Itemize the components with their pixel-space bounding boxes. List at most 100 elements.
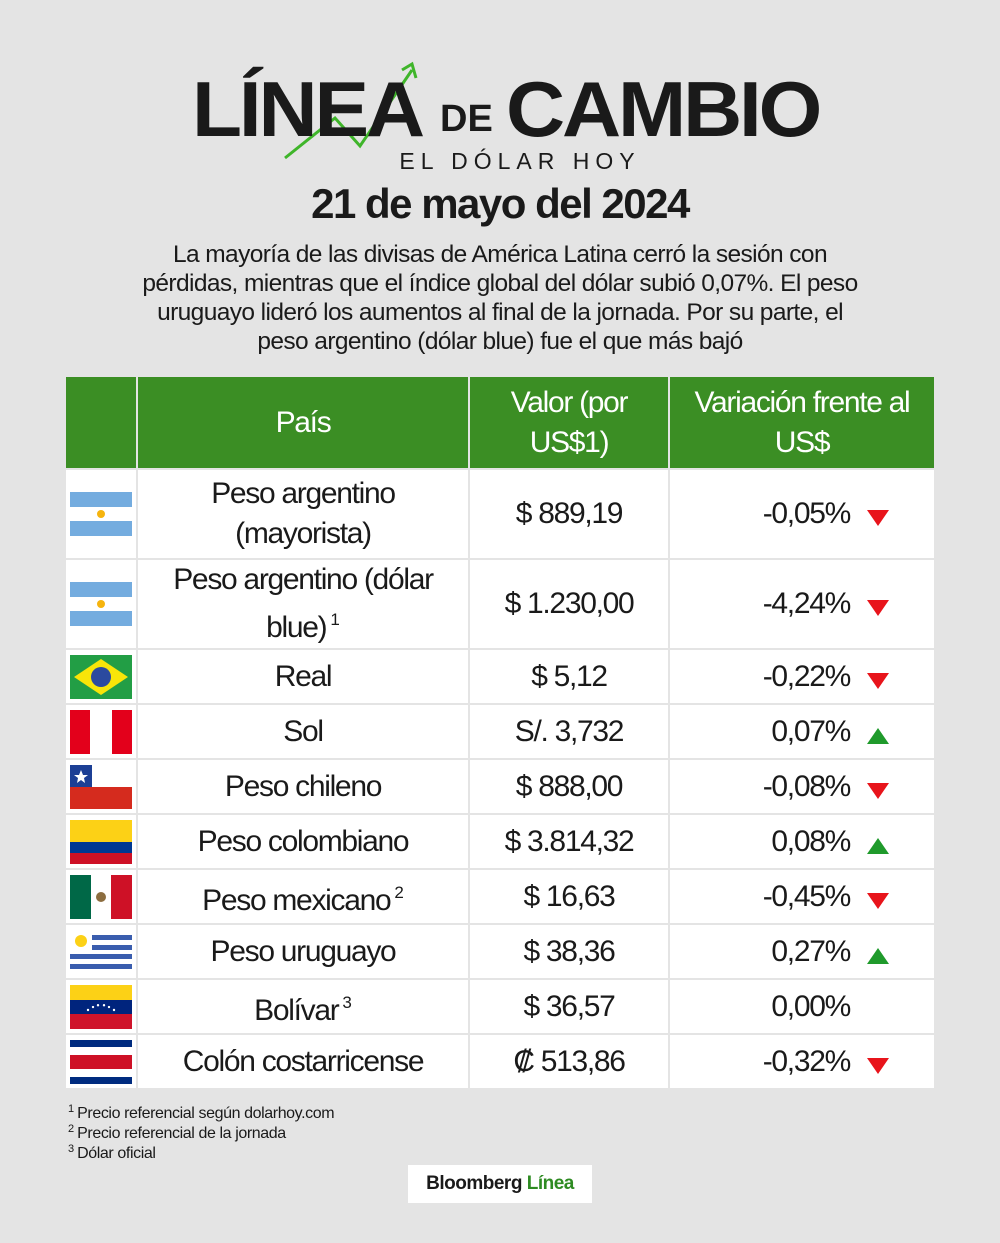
country-cell: Peso chileno <box>138 760 468 813</box>
footnote-mark: 1 <box>68 1103 75 1115</box>
flag <box>70 929 132 974</box>
flag <box>70 582 132 626</box>
trend-arrow <box>867 600 889 616</box>
trend-line-icon <box>284 61 418 160</box>
change-cell: 0,08% <box>670 815 934 868</box>
trend-arrow <box>867 510 889 526</box>
value: $ 1.230,00 <box>504 587 635 620</box>
intro: La mayoría de las divisas de América Lat… <box>142 241 858 355</box>
currency-name-text: Peso argentino (dólar blue) <box>173 563 434 644</box>
value: $ 3.814,32 <box>504 824 635 858</box>
currency-name: Colón costarricense <box>182 1042 425 1082</box>
title: LÍNEA <box>192 65 425 153</box>
trend-arrow <box>867 672 889 689</box>
country-cell: Peso argentino (mayorista) <box>138 470 468 558</box>
footnote-text: Precio referencial según dolarhoy.com <box>77 1105 335 1122</box>
currency-name: Peso chileno <box>224 767 382 807</box>
flag-cell <box>66 815 136 868</box>
country-cell: Real <box>138 650 468 703</box>
value-cell: S/. 3,732 <box>470 705 668 758</box>
value-cell: $ 36,57 <box>470 980 668 1033</box>
trend-arrow <box>867 892 889 909</box>
country-cell: Sol <box>138 705 468 758</box>
currency-name: Peso colombiano <box>198 822 410 862</box>
value-cell: $ 1.230,00 <box>470 560 668 648</box>
flag <box>70 654 132 699</box>
currency-name-text: Peso uruguayo <box>210 934 397 968</box>
currency-name-text: Peso chileno <box>224 769 382 803</box>
flag <box>70 1039 132 1084</box>
footnote-mark: 3 <box>342 992 352 1012</box>
footnote: 3 Dólar oficial <box>68 1143 156 1163</box>
value: $ 889,19 <box>515 497 624 530</box>
change: -4,24% <box>762 587 852 620</box>
change: -0,05% <box>762 497 852 530</box>
change-cell: -0,32% <box>670 1035 934 1088</box>
change-cell: 0,27% <box>670 925 934 978</box>
column-header: Variación frente al US$ <box>670 377 934 468</box>
flag-cell <box>66 1035 136 1088</box>
currency-name: Peso uruguayo <box>210 932 397 972</box>
value-cell: $ 16,63 <box>470 870 668 923</box>
title: DE <box>440 98 493 140</box>
change: -0,22% <box>762 659 852 693</box>
change-cell: -0,22% <box>670 650 934 703</box>
trend-arrow <box>867 1057 889 1074</box>
value-cell: $ 888,00 <box>470 760 668 813</box>
currency-name-text: Colón costarricense <box>182 1044 425 1078</box>
country-cell: Peso colombiano <box>138 815 468 868</box>
logo: Bloomberg Línea <box>408 1165 592 1203</box>
flag <box>70 874 132 919</box>
value: $ 888,00 <box>515 769 624 803</box>
flag-cell <box>66 470 136 558</box>
footnote-mark: 2 <box>68 1123 75 1135</box>
value: $ 38,36 <box>523 934 616 968</box>
trend-arrow <box>867 782 889 799</box>
column-header: País <box>138 377 468 468</box>
change: -0,45% <box>762 879 852 913</box>
change: -0,32% <box>762 1044 852 1078</box>
trend-arrow <box>867 837 889 854</box>
change: 0,00% <box>771 989 851 1023</box>
currency-name-text: Peso mexicano <box>202 883 392 917</box>
value-cell: $ 38,36 <box>470 925 668 978</box>
footnote-mark: 2 <box>394 882 404 902</box>
trend-arrow <box>867 727 889 744</box>
footnote-text: Dólar oficial <box>77 1145 156 1162</box>
currency-name: Peso argentino (mayorista) <box>150 474 456 554</box>
value-cell: ₡ 513,86 <box>470 1035 668 1088</box>
flag <box>70 764 132 809</box>
header-cell <box>66 377 136 468</box>
change-cell: -0,45% <box>670 870 934 923</box>
country-cell: Colón costarricense <box>138 1035 468 1088</box>
footnote: 2 Precio referencial de la jornada <box>68 1123 286 1143</box>
value-cell: $ 3.814,32 <box>470 815 668 868</box>
value: S/. 3,732 <box>514 714 625 748</box>
date: 21 de mayo del 2024 <box>311 180 690 227</box>
value-cell: $ 889,19 <box>470 470 668 558</box>
flag-cell <box>66 650 136 703</box>
trend-arrow <box>867 947 889 964</box>
change: -0,08% <box>762 769 852 803</box>
flag-cell <box>66 980 136 1033</box>
flag <box>70 709 132 754</box>
logo-text: Bloomberg <box>426 1173 522 1194</box>
flag-cell <box>66 925 136 978</box>
footnote-mark: 1 <box>330 610 340 629</box>
value: ₡ 513,86 <box>513 1044 626 1078</box>
change-cell: 0,07% <box>670 705 934 758</box>
country-cell: Peso mexicano 2 <box>138 870 468 923</box>
currency-name-text: Peso argentino (mayorista) <box>211 477 396 550</box>
logo-text: Línea <box>526 1173 575 1194</box>
column-header: Valor (por US$1) <box>470 377 668 468</box>
change-cell: -4,24% <box>670 560 934 648</box>
flag-cell <box>66 705 136 758</box>
change-cell: -0,08% <box>670 760 934 813</box>
flag-cell <box>66 560 136 648</box>
currency-name: Sol <box>283 712 324 752</box>
change-cell: -0,05% <box>670 470 934 558</box>
change: 0,07% <box>771 714 851 748</box>
flag <box>70 819 132 864</box>
value: $ 36,57 <box>523 989 616 1023</box>
